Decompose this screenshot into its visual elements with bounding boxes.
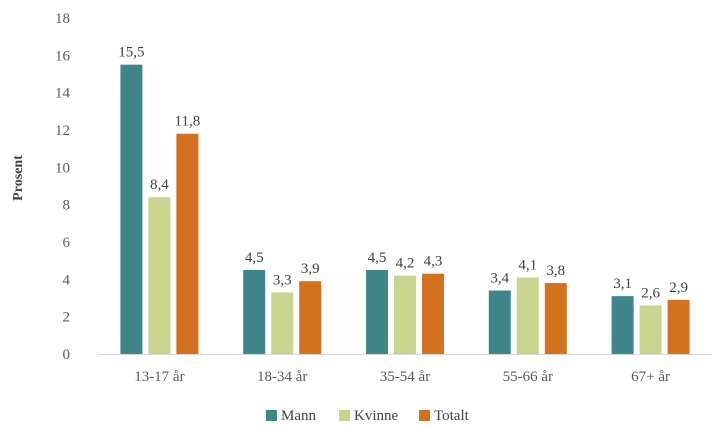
y-tick-label: 0 bbox=[63, 347, 71, 363]
y-tick-label: 12 bbox=[55, 123, 70, 139]
legend-label-mann: Mann bbox=[281, 408, 316, 424]
bar-totalt-5 bbox=[667, 299, 690, 354]
y-axis-ticks: 0 2 4 6 8 10 12 14 16 18 bbox=[55, 11, 71, 363]
y-tick-label: 10 bbox=[55, 160, 70, 176]
data-label: 11,8 bbox=[175, 114, 201, 130]
bar-mann-5 bbox=[611, 296, 634, 354]
data-label: 4,3 bbox=[424, 254, 443, 270]
x-tick-label: 13-17 år bbox=[134, 369, 184, 385]
bar-totalt-4 bbox=[544, 283, 567, 354]
y-tick-label: 4 bbox=[63, 272, 71, 288]
x-tick-label: 18-34 år bbox=[257, 369, 307, 385]
bar-mann-4 bbox=[488, 290, 511, 354]
data-label: 4,5 bbox=[245, 250, 264, 266]
x-tick-label: 35-54 år bbox=[380, 369, 430, 385]
y-axis-title: Prosent bbox=[11, 155, 26, 201]
y-tick-label: 6 bbox=[63, 235, 71, 251]
data-label: 8,4 bbox=[150, 177, 169, 193]
bar-mann-3 bbox=[366, 270, 388, 354]
data-label: 3,4 bbox=[490, 271, 509, 287]
x-tick-label: 67+ år bbox=[631, 369, 670, 385]
bar-kvinne-4 bbox=[516, 277, 539, 354]
legend-label-totalt: Totalt bbox=[434, 408, 470, 424]
x-axis-ticks: 13-17 år 18-34 år 35-54 år 55-66 år 67+ år bbox=[134, 369, 670, 385]
data-label: 4,1 bbox=[518, 257, 537, 273]
bar-totalt-2 bbox=[299, 281, 322, 354]
legend: Mann Kvinne Totalt bbox=[266, 408, 470, 424]
bar-totalt-1 bbox=[176, 133, 199, 354]
x-tick-label: 55-66 år bbox=[503, 369, 553, 385]
data-label: 15,5 bbox=[118, 45, 144, 61]
y-tick-label: 8 bbox=[63, 198, 71, 214]
bar-mann-1 bbox=[120, 64, 143, 355]
bar-totalt-3 bbox=[422, 273, 444, 354]
bar-kvinne-1 bbox=[148, 197, 171, 354]
data-label: 3,3 bbox=[273, 272, 292, 288]
data-label: 4,2 bbox=[396, 256, 415, 272]
y-tick-label: 14 bbox=[55, 86, 71, 102]
data-label: 4,5 bbox=[368, 250, 387, 266]
data-label: 3,1 bbox=[613, 276, 632, 292]
y-tick-label: 2 bbox=[63, 310, 71, 326]
legend-swatch-mann bbox=[266, 410, 277, 421]
legend-swatch-kvinne bbox=[339, 410, 350, 421]
data-label: 2,6 bbox=[641, 285, 660, 301]
legend-label-kvinne: Kvinne bbox=[354, 408, 399, 424]
data-label: 2,9 bbox=[669, 280, 688, 296]
data-label: 3,9 bbox=[301, 261, 320, 277]
bar-series: 15,5 8,4 11,8 4,5 3,3 3,9 4,5 4,2 4,3 3,4 4,1 3,8 3,… bbox=[118, 45, 690, 355]
bar-mann-2 bbox=[243, 270, 266, 354]
data-label: 3,8 bbox=[546, 263, 565, 279]
bar-kvinne-5 bbox=[639, 305, 662, 354]
legend-swatch-totalt bbox=[419, 410, 430, 421]
y-tick-label: 16 bbox=[55, 48, 71, 64]
y-tick-label: 18 bbox=[55, 11, 70, 27]
bar-kvinne-3 bbox=[394, 275, 416, 354]
bar-kvinne-2 bbox=[271, 292, 294, 354]
